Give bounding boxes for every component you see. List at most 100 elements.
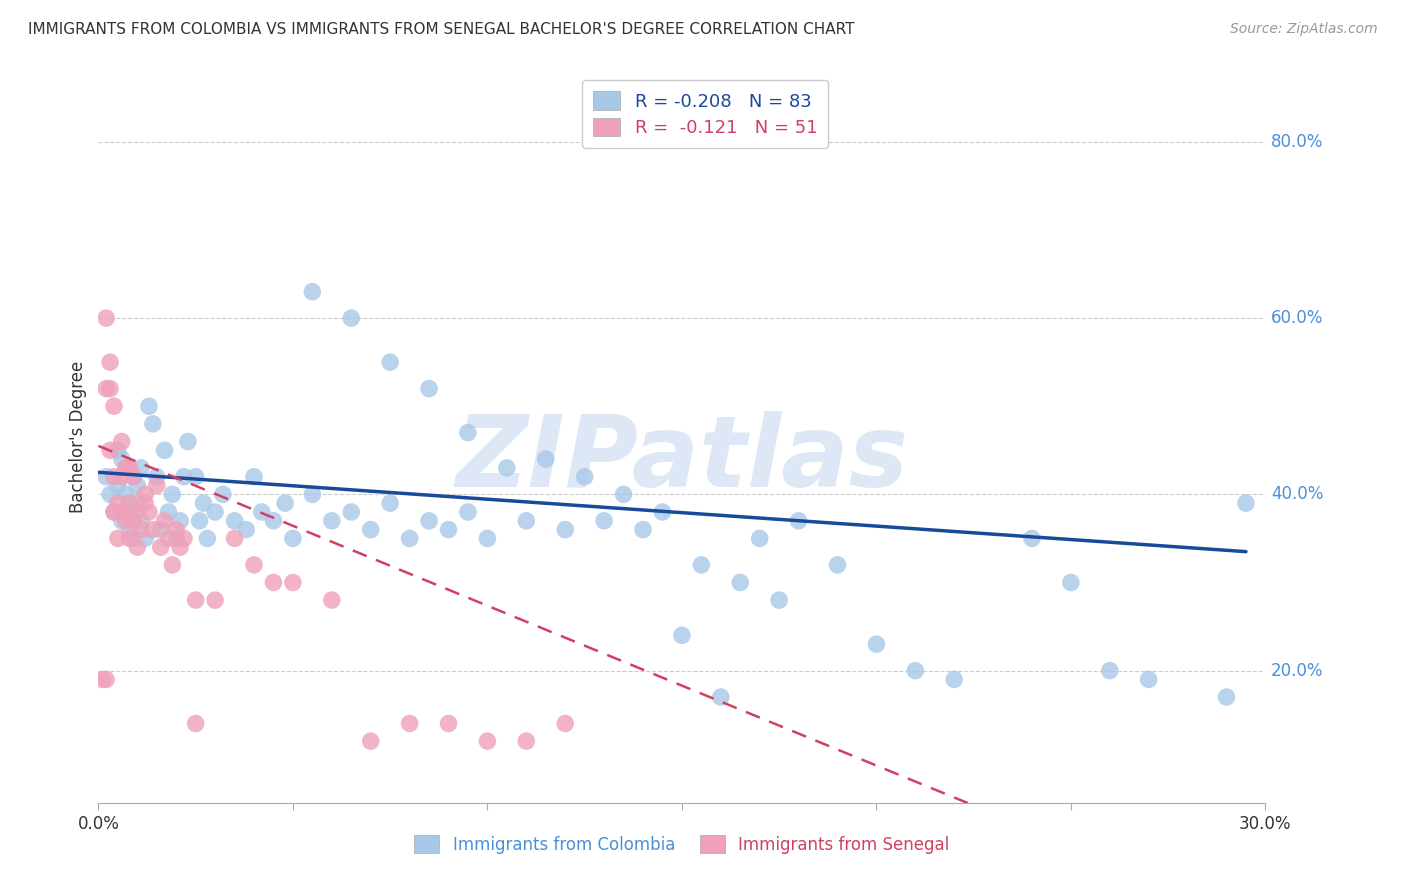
Point [360,523,382,537]
Point [149,540,172,554]
Point [138,399,160,413]
Point [111,514,134,528]
Point [262,575,284,590]
Point [134,532,156,546]
Point [165,532,187,546]
Point [204,505,226,519]
Point [127,478,149,492]
Point [827,558,849,572]
Point [184,469,207,483]
Point [1137,673,1160,687]
Point [111,505,134,519]
Point [418,382,440,396]
Point [204,593,226,607]
Point [162,558,184,572]
Point [157,505,180,519]
Point [107,496,129,510]
Point [129,523,152,537]
Point [146,478,169,492]
Text: 60.0%: 60.0% [1271,310,1323,327]
Point [574,469,596,483]
Point [103,505,125,519]
Point [96,673,118,687]
Point [224,514,246,528]
Point [340,311,363,326]
Point [173,469,195,483]
Point [787,514,810,528]
Point [730,575,752,590]
Point [118,505,141,519]
Point [127,505,149,519]
Point [477,734,499,748]
Point [96,469,118,483]
Point [477,532,499,546]
Point [146,469,169,483]
Point [250,505,273,519]
Text: Source: ZipAtlas.com: Source: ZipAtlas.com [1230,22,1378,37]
Point [1021,532,1043,546]
Point [184,716,207,731]
Text: IMMIGRANTS FROM COLOMBIA VS IMMIGRANTS FROM SENEGAL BACHELOR'S DEGREE CORRELATIO: IMMIGRANTS FROM COLOMBIA VS IMMIGRANTS F… [28,22,855,37]
Point [281,532,304,546]
Text: ZIPatlas: ZIPatlas [456,410,908,508]
Point [613,487,636,501]
Point [380,355,402,369]
Point [457,505,479,519]
Point [122,514,145,528]
Point [243,558,266,572]
Point [418,514,440,528]
Point [243,469,266,483]
Point [127,496,149,510]
Point [107,443,129,458]
Point [122,469,145,483]
Y-axis label: Bachelor's Degree: Bachelor's Degree [69,361,87,513]
Point [129,461,152,475]
Point [651,505,673,519]
Point [321,514,343,528]
Point [157,532,180,546]
Point [690,558,713,572]
Point [184,593,207,607]
Point [149,523,172,537]
Point [193,496,215,510]
Point [142,417,165,431]
Point [710,690,733,704]
Point [380,496,402,510]
Point [98,487,121,501]
Point [127,540,149,554]
Point [515,514,537,528]
Point [534,452,557,467]
Point [96,311,118,326]
Point [262,514,284,528]
Point [107,478,129,492]
Point [118,461,141,475]
Point [671,628,693,642]
Point [162,487,184,501]
Point [274,496,297,510]
Point [437,716,460,731]
Point [138,505,160,519]
Point [360,734,382,748]
Point [114,514,136,528]
Point [98,355,121,369]
Point [195,532,218,546]
Point [114,461,136,475]
Point [122,532,145,546]
Point [98,443,121,458]
Text: 20.0%: 20.0% [1271,662,1323,680]
Point [340,505,363,519]
Point [114,487,136,501]
Text: 40.0%: 40.0% [1271,485,1323,503]
Point [554,523,576,537]
Point [111,469,134,483]
Point [153,443,176,458]
Point [107,532,129,546]
Text: 80.0%: 80.0% [1271,133,1323,151]
Point [437,523,460,537]
Point [134,496,156,510]
Point [398,716,420,731]
Point [118,532,141,546]
Point [188,514,211,528]
Point [103,469,125,483]
Legend: Immigrants from Colombia, Immigrants from Senegal: Immigrants from Colombia, Immigrants fro… [408,829,956,860]
